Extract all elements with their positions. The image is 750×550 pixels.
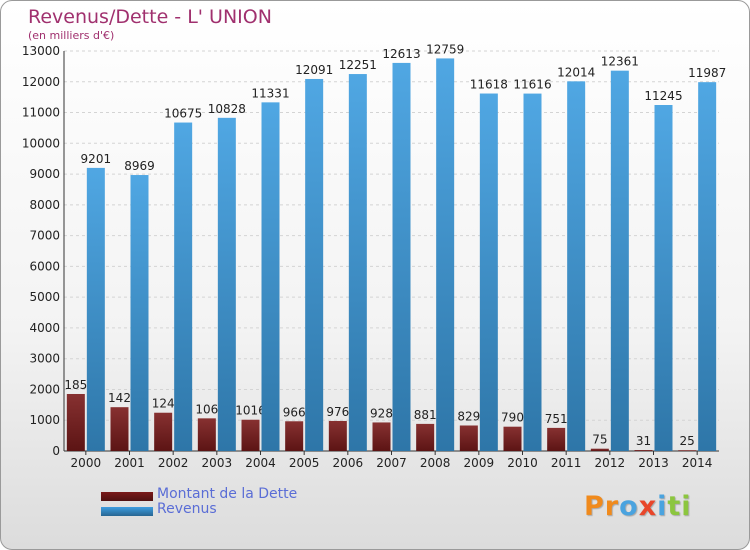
- chart-subtitle: (en milliers d'€): [28, 29, 115, 42]
- x-tick-label: 2000: [71, 456, 102, 470]
- y-tick-label: 1000: [29, 413, 60, 427]
- y-tick-label: 4000: [29, 321, 60, 335]
- y-tick-label: 0: [52, 444, 60, 458]
- data-label-dette: 976: [326, 405, 349, 419]
- data-label-revenus: 12759: [426, 42, 464, 56]
- x-tick-label: 2013: [638, 456, 669, 470]
- data-label-revenus: 12014: [557, 65, 595, 79]
- bar-dette: [197, 418, 216, 451]
- bar-dette: [110, 407, 129, 451]
- y-tick-label: 13000: [22, 44, 60, 58]
- bar-dette: [328, 420, 347, 451]
- data-label-dette: 25: [680, 434, 695, 448]
- x-tick-label: 2002: [158, 456, 189, 470]
- data-label-revenus: 11331: [251, 86, 289, 100]
- bar-revenus: [305, 78, 324, 451]
- bar-dette: [241, 419, 260, 451]
- bar-revenus: [523, 93, 542, 451]
- x-tick-label: 2011: [551, 456, 582, 470]
- data-label-revenus: 12613: [382, 47, 420, 61]
- data-label-revenus: 11618: [470, 78, 508, 92]
- bar-dette: [590, 448, 609, 451]
- legend-label-dette: Montant de la Dette: [157, 486, 298, 502]
- x-tick-label: 2014: [682, 456, 713, 470]
- data-label-revenus: 10828: [208, 102, 246, 116]
- x-tick-label: 2001: [114, 456, 145, 470]
- bar-revenus: [698, 82, 717, 452]
- bar-revenus: [567, 81, 586, 451]
- y-tick-label: 8000: [29, 198, 60, 212]
- data-label-revenus: 11616: [513, 78, 551, 92]
- y-tick-label: 12000: [22, 75, 60, 89]
- data-label-dette: 75: [592, 433, 607, 447]
- data-label-dette: 751: [545, 412, 568, 426]
- x-tick-label: 2008: [420, 456, 451, 470]
- data-label-dette: 185: [64, 378, 87, 392]
- data-label-revenus: 12251: [339, 58, 377, 72]
- data-label-dette: 142: [108, 391, 131, 405]
- x-tick-label: 2012: [595, 456, 626, 470]
- bar-revenus: [436, 58, 455, 452]
- data-label-revenus: 8969: [124, 159, 155, 173]
- legend-swatch-dette: [101, 492, 153, 501]
- bar-revenus: [610, 70, 629, 452]
- data-label-dette: 928: [370, 406, 393, 420]
- data-label-revenus: 12361: [601, 55, 639, 69]
- bar-revenus: [392, 62, 411, 452]
- legend-label-revenus: Revenus: [157, 501, 217, 517]
- bar-revenus: [654, 105, 673, 451]
- x-tick-label: 2007: [376, 456, 407, 470]
- bar-dette: [372, 422, 391, 451]
- data-label-revenus: 12091: [295, 63, 333, 77]
- bar-revenus: [348, 74, 367, 452]
- bar-revenus: [217, 117, 236, 451]
- bar-dette: [547, 427, 566, 451]
- bar-dette: [66, 393, 85, 451]
- data-label-dette: 1016: [235, 404, 266, 418]
- bar-dette: [416, 423, 435, 451]
- data-label-dette: 829: [457, 409, 480, 423]
- y-tick-label: 11000: [22, 106, 60, 120]
- x-tick-label: 2009: [464, 456, 495, 470]
- x-tick-label: 2004: [245, 456, 276, 470]
- x-tick-label: 2003: [202, 456, 233, 470]
- bar-dette: [503, 426, 522, 451]
- bar-revenus: [174, 122, 193, 452]
- legend-swatch-revenus: [101, 507, 153, 516]
- data-label-revenus: 11987: [688, 66, 726, 80]
- bar-revenus: [479, 93, 498, 452]
- data-label-dette: 966: [283, 405, 306, 419]
- data-label-dette: 106: [195, 402, 218, 416]
- data-label-revenus: 10675: [164, 107, 202, 121]
- y-tick-label: 2000: [29, 382, 60, 396]
- y-tick-label: 7000: [29, 229, 60, 243]
- data-label-dette: 881: [414, 408, 437, 422]
- proxiti-logo: Proxiti: [584, 491, 692, 522]
- data-label-dette: 31: [636, 434, 651, 448]
- data-label-dette: 124: [152, 397, 175, 411]
- bar-revenus: [86, 167, 105, 451]
- y-tick-label: 10000: [22, 136, 60, 150]
- x-tick-label: 2010: [507, 456, 538, 470]
- x-tick-label: 2006: [333, 456, 364, 470]
- y-tick-label: 9000: [29, 167, 60, 181]
- data-label-dette: 790: [501, 411, 524, 425]
- bar-revenus: [261, 102, 280, 451]
- y-tick-label: 3000: [29, 352, 60, 366]
- y-tick-label: 6000: [29, 259, 60, 273]
- bar-dette: [459, 425, 478, 451]
- x-tick-label: 2005: [289, 456, 320, 470]
- bar-revenus: [130, 175, 149, 451]
- bar-dette: [678, 450, 697, 451]
- chart-title: Revenus/Dette - L' UNION: [28, 6, 272, 28]
- data-label-revenus: 11245: [644, 89, 682, 103]
- bar-dette: [634, 450, 653, 451]
- bar-dette: [154, 412, 173, 451]
- y-tick-label: 5000: [29, 290, 60, 304]
- bar-dette: [285, 421, 304, 451]
- data-label-revenus: 9201: [81, 152, 112, 166]
